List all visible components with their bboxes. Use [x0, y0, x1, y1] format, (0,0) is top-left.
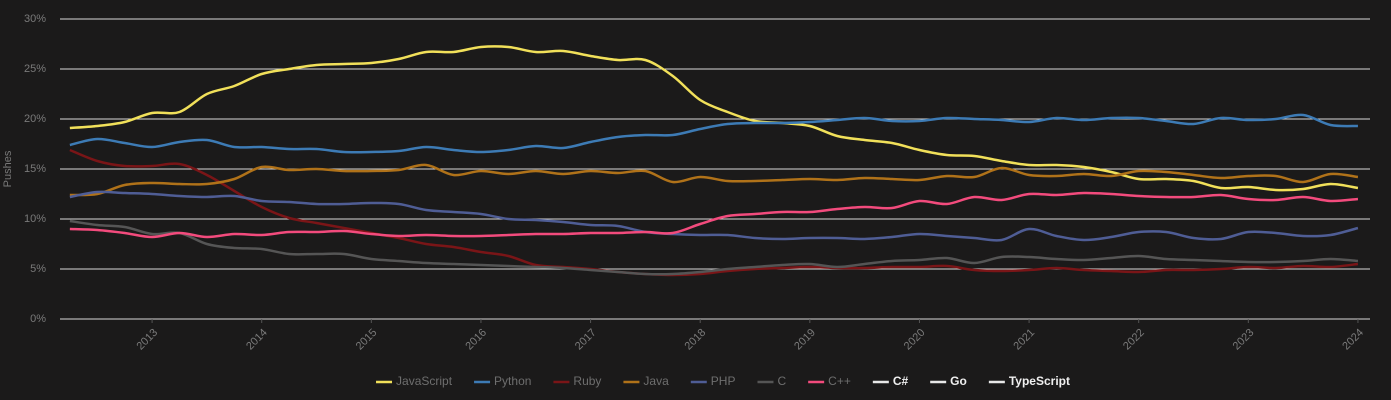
series-line: [69, 113, 1358, 154]
legend-label: Ruby: [573, 374, 601, 388]
y-axis-label: Pushes: [2, 150, 14, 187]
legend-label: JavaScript: [396, 374, 453, 388]
y-tick-label: 30%: [24, 13, 46, 25]
y-tick-label: 20%: [24, 113, 46, 125]
x-tick-label: 2017: [573, 327, 599, 353]
legend-label: Java: [643, 374, 669, 388]
series-line: [69, 45, 1359, 192]
x-tick-label: 2019: [792, 327, 818, 353]
x-tick-label: 2020: [902, 327, 928, 353]
x-tick-label: 2024: [1340, 327, 1366, 353]
y-tick-label: 5%: [30, 263, 46, 275]
legend-label: TypeScript: [1009, 374, 1070, 388]
series-line: [69, 219, 1359, 276]
legend-label: C: [777, 374, 786, 388]
x-tick-label: 2016: [463, 327, 489, 353]
y-tick-label: 25%: [24, 63, 46, 75]
series-line: [69, 148, 1359, 277]
x-tick-label: 2018: [683, 327, 709, 353]
legend-label: C#: [893, 374, 909, 388]
x-tick-label: 2023: [1231, 327, 1257, 353]
legend-label: Python: [494, 374, 531, 388]
legend: JavaScript Python Ruby Java PHP C C++ C# Go TypeS…: [376, 374, 1070, 388]
legend-label: Go: [950, 374, 967, 388]
series-line: [69, 163, 1359, 197]
series-line: [69, 190, 1359, 242]
y-tick-label: 15%: [24, 163, 46, 175]
legend-label: PHP: [711, 374, 736, 388]
y-tick-label: 10%: [24, 213, 46, 225]
x-tick-label: 2022: [1121, 327, 1147, 353]
x-tick-label: 2015: [354, 327, 380, 353]
y-tick-label: 0%: [30, 313, 46, 325]
x-tick-label: 2014: [244, 327, 270, 353]
x-tick-label: 2013: [134, 327, 160, 353]
series-line: [69, 191, 1359, 239]
legend-label: C++: [828, 374, 851, 388]
x-tick-label: 2021: [1011, 327, 1037, 353]
